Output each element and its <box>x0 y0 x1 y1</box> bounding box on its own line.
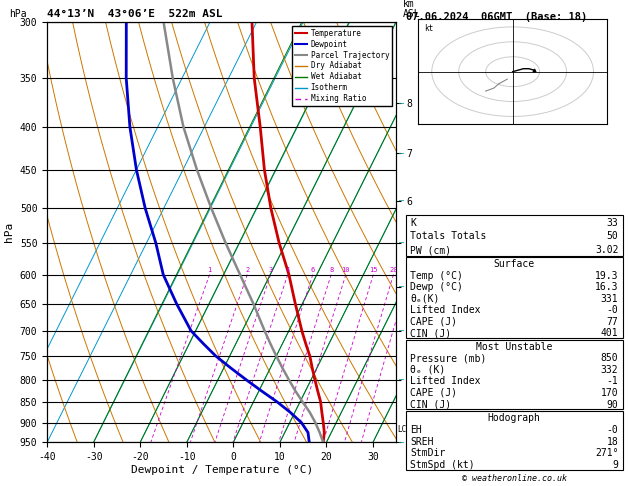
Text: 271°: 271° <box>595 449 618 458</box>
Text: CIN (J): CIN (J) <box>410 399 451 410</box>
Text: ―: ― <box>399 196 404 205</box>
Text: SREH: SREH <box>410 436 433 447</box>
Text: -1: -1 <box>606 376 618 386</box>
Text: Totals Totals: Totals Totals <box>410 231 486 242</box>
Text: 50: 50 <box>606 231 618 242</box>
Text: 15: 15 <box>369 267 377 274</box>
Text: 16.3: 16.3 <box>595 282 618 292</box>
Text: CAPE (J): CAPE (J) <box>410 388 457 398</box>
Text: -0: -0 <box>606 305 618 315</box>
Text: hPa: hPa <box>9 9 27 19</box>
Text: 8: 8 <box>329 267 333 274</box>
Text: CAPE (J): CAPE (J) <box>410 317 457 327</box>
Bar <box>406 214 623 256</box>
Text: StmSpd (kt): StmSpd (kt) <box>410 460 475 470</box>
Text: K: K <box>410 218 416 228</box>
Text: 4: 4 <box>286 267 290 274</box>
Text: PW (cm): PW (cm) <box>410 245 451 255</box>
Text: 3: 3 <box>269 267 273 274</box>
Text: θₑ(K): θₑ(K) <box>410 294 440 304</box>
Text: 19.3: 19.3 <box>595 271 618 281</box>
Bar <box>406 258 623 338</box>
Text: -0: -0 <box>606 425 618 435</box>
Text: 07.06.2024  06GMT  (Base: 18): 07.06.2024 06GMT (Base: 18) <box>406 12 587 22</box>
Text: Dewp (°C): Dewp (°C) <box>410 282 463 292</box>
Text: 332: 332 <box>601 364 618 375</box>
Text: 6: 6 <box>311 267 315 274</box>
Text: 18: 18 <box>606 436 618 447</box>
Text: km
ASL: km ASL <box>403 0 420 19</box>
Text: Temp (°C): Temp (°C) <box>410 271 463 281</box>
Text: 3.02: 3.02 <box>595 245 618 255</box>
Text: 1: 1 <box>208 267 212 274</box>
Text: Hodograph: Hodograph <box>487 413 541 423</box>
Text: kt: kt <box>424 24 433 33</box>
Text: Lifted Index: Lifted Index <box>410 305 481 315</box>
Text: θₑ (K): θₑ (K) <box>410 364 445 375</box>
Text: CIN (J): CIN (J) <box>410 328 451 338</box>
X-axis label: Dewpoint / Temperature (°C): Dewpoint / Temperature (°C) <box>131 465 313 475</box>
Text: 20: 20 <box>389 267 398 274</box>
Text: 850: 850 <box>601 353 618 363</box>
Text: Most Unstable: Most Unstable <box>476 342 552 351</box>
Text: ―: ― <box>399 99 404 108</box>
Text: ―: ― <box>399 375 404 384</box>
Text: 401: 401 <box>601 328 618 338</box>
Text: ―: ― <box>399 438 404 447</box>
Text: Pressure (mb): Pressure (mb) <box>410 353 486 363</box>
Text: EH: EH <box>410 425 422 435</box>
Text: LCL: LCL <box>398 425 411 434</box>
Text: 44°13’N  43°06’E  522m ASL: 44°13’N 43°06’E 522m ASL <box>47 9 223 19</box>
Text: 9: 9 <box>613 460 618 470</box>
Text: ―: ― <box>399 239 404 247</box>
Text: Surface: Surface <box>494 259 535 269</box>
Text: © weatheronline.co.uk: © weatheronline.co.uk <box>462 474 567 484</box>
Text: 77: 77 <box>606 317 618 327</box>
Text: 33: 33 <box>606 218 618 228</box>
Text: 90: 90 <box>606 399 618 410</box>
Bar <box>406 411 623 470</box>
Bar <box>406 340 623 409</box>
Text: ―: ― <box>399 327 404 335</box>
Text: hPa: hPa <box>4 222 14 242</box>
Legend: Temperature, Dewpoint, Parcel Trajectory, Dry Adiabat, Wet Adiabat, Isotherm, Mi: Temperature, Dewpoint, Parcel Trajectory… <box>292 26 392 106</box>
Text: 170: 170 <box>601 388 618 398</box>
Text: Lifted Index: Lifted Index <box>410 376 481 386</box>
Text: 2: 2 <box>245 267 249 274</box>
Text: 10: 10 <box>342 267 350 274</box>
Text: ―: ― <box>399 282 404 291</box>
Text: StmDir: StmDir <box>410 449 445 458</box>
Text: 331: 331 <box>601 294 618 304</box>
Text: ―: ― <box>399 149 404 157</box>
